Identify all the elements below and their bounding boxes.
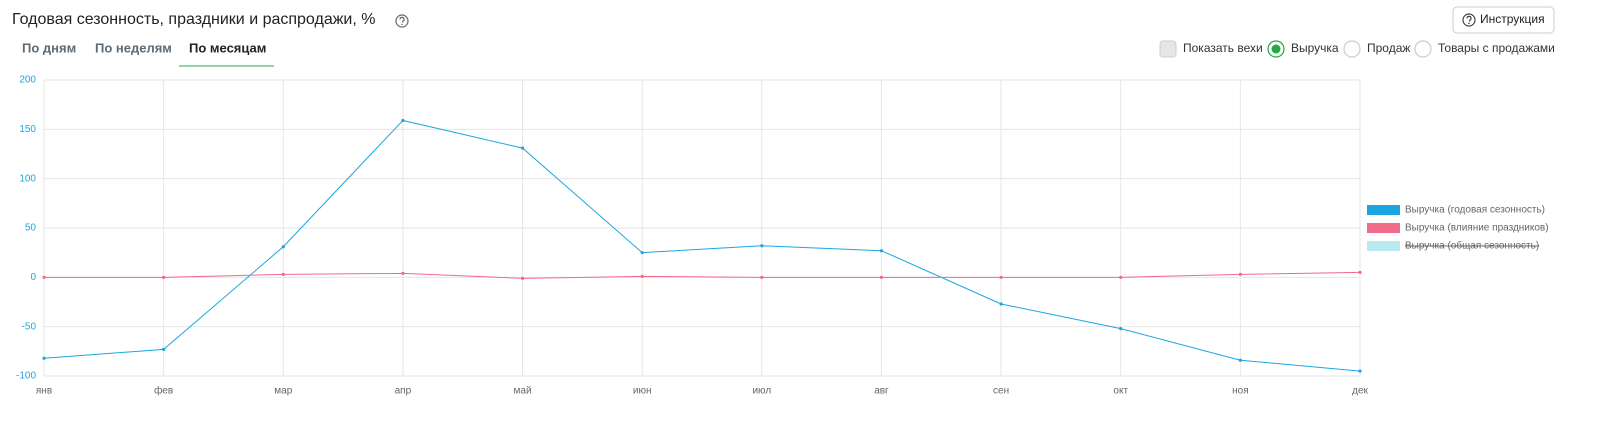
tab[interactable]: По дням [22,40,76,55]
legend-label: Выручка (годовая сезонность) [1405,205,1545,216]
x-tick-label: июн [633,386,652,397]
y-tick-label: 150 [19,124,36,135]
point [879,275,884,279]
radio-label: Выручка [1291,41,1339,55]
point [42,356,46,360]
radio-dot [1271,44,1281,54]
radio[interactable] [1414,40,1432,58]
x-tick-label: окт [1113,386,1128,397]
tab[interactable]: По неделям [95,40,172,55]
legend-swatch[interactable] [1367,223,1400,233]
point [760,275,764,279]
legend-swatch[interactable] [1367,205,1400,215]
point [640,251,644,255]
point [42,275,46,279]
page-title: Годовая сезонность, праздники и распрода… [12,11,375,28]
tab[interactable]: По месяцам [189,40,266,55]
radio-label: Продаж [1367,41,1410,55]
point [879,249,884,253]
point [999,302,1003,306]
x-tick-label: авг [874,386,889,397]
y-tick-label: 200 [19,75,36,86]
point [1119,275,1123,279]
legend-label: Выручка (влияние праздников) [1405,223,1549,234]
point [999,275,1003,279]
x-tick-label: май [514,386,532,397]
x-tick-label: дек [1352,386,1368,397]
point [281,272,285,276]
point [401,118,405,123]
point [1358,270,1362,274]
y-tick-label: 0 [30,272,36,283]
x-tick-label: ноя [1232,386,1249,397]
point [760,244,764,248]
point [1119,327,1123,331]
point [1238,358,1242,362]
y-tick-label: -50 [22,321,37,332]
point [640,274,644,278]
point [520,146,525,150]
point [1358,369,1362,373]
button-label: Инструкция [1480,12,1545,26]
radio-label: Товары с продажами [1438,41,1555,55]
point [401,271,405,275]
help-icon[interactable] [395,14,409,28]
x-tick-label: июл [752,386,771,397]
x-tick-label: янв [36,386,52,397]
y-tick-label: -100 [16,371,36,382]
point [520,276,525,280]
x-tick-label: фев [154,385,173,397]
radio[interactable] [1343,40,1361,58]
checkbox-label: Показать вехи [1183,41,1263,55]
series-line [44,271,1361,279]
point [281,245,285,249]
x-tick-label: апр [395,386,412,397]
point [162,347,166,351]
series-line [43,119,1361,372]
x-tick-label: сен [993,386,1009,397]
y-tick-label: 100 [19,173,36,184]
legend-swatch[interactable] [1367,241,1400,251]
y-tick-label: 50 [25,223,37,234]
legend-label: Выручка (общая сезонность) [1405,240,1539,252]
x-tick-label: мар [274,386,292,397]
point [1238,272,1242,276]
instruction-button[interactable]: Инструкция [1452,6,1555,34]
point [162,275,166,279]
checkbox[interactable] [1159,40,1177,58]
